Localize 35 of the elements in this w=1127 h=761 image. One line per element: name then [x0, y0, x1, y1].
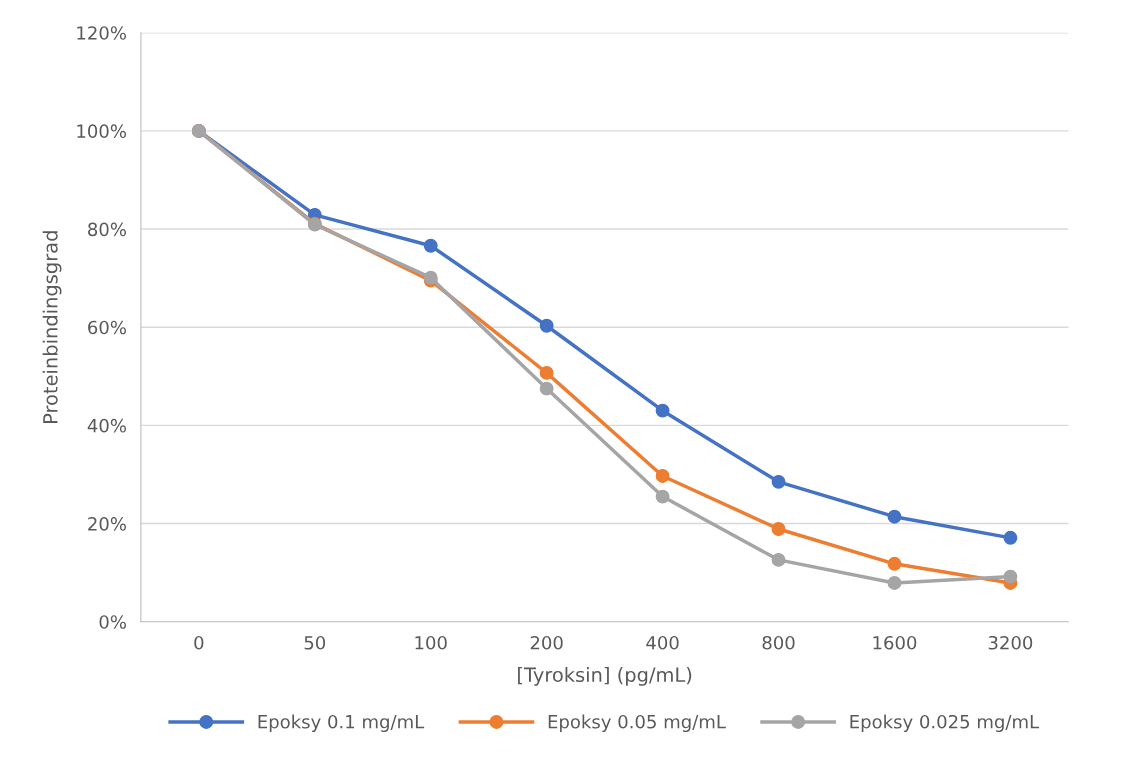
point — [655, 469, 670, 483]
x-tick-label: 800 — [762, 635, 795, 650]
point — [1003, 530, 1018, 545]
point — [423, 238, 438, 253]
legend-label: Epoksy 0.05 mg/mL — [548, 714, 726, 733]
point — [1003, 569, 1018, 584]
x-tick-label: 3200 — [988, 635, 1033, 650]
point — [887, 576, 902, 590]
point — [771, 522, 786, 536]
y-tick-label: 0% — [99, 615, 126, 629]
y-tick-label: 40% — [87, 418, 126, 433]
point — [539, 365, 554, 380]
x-tick-label: 100 — [415, 635, 447, 650]
point — [539, 381, 554, 396]
x-tick-label: 1600 — [873, 635, 917, 650]
x-tick-label: 200 — [530, 635, 563, 650]
y-tick-label: 120% — [77, 26, 126, 40]
legend-label: Epoksy 0.1 mg/mL — [258, 714, 425, 733]
point — [655, 403, 670, 418]
point — [539, 318, 554, 333]
point — [771, 474, 786, 489]
point — [771, 552, 786, 567]
legend-label: Epoksy 0.025 mg/mL — [850, 714, 1040, 733]
x-axis-title: [Tyroksin] (pg/mL) — [518, 666, 692, 686]
point — [887, 556, 902, 571]
y-tick-label: 100% — [77, 124, 126, 139]
point — [655, 489, 670, 504]
y-axis-title: Proteinbindingsgrad — [42, 231, 62, 423]
x-tick-label: 400 — [646, 635, 679, 650]
x-tick-label: 0 — [194, 635, 204, 650]
point — [887, 509, 902, 524]
x-tick-label: 50 — [304, 635, 326, 650]
y-tick-label: 60% — [88, 320, 126, 335]
y-tick-label: 80% — [88, 222, 126, 237]
y-tick-label: 20% — [88, 517, 126, 531]
